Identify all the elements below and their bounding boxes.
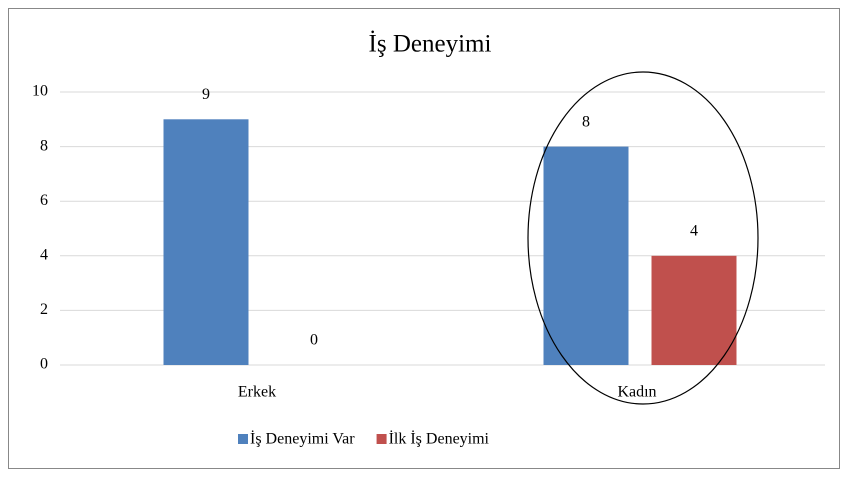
x-tick-label: Kadın [617, 384, 656, 401]
y-tick-label: 4 [40, 246, 48, 263]
highlight-ellipse [527, 71, 759, 405]
x-tick-label: Erkek [238, 384, 276, 401]
legend-swatch [376, 434, 387, 444]
chart-border [8, 8, 840, 469]
data-label: 4 [690, 222, 698, 239]
bar [163, 119, 249, 365]
y-tick-label: 8 [40, 137, 48, 154]
y-tick-label: 0 [40, 356, 48, 373]
legend-label: İş Deneyimi Var [250, 430, 355, 448]
legend-label: İlk İş Deneyimi [389, 430, 490, 448]
legend-swatch [238, 434, 248, 444]
y-tick-label: 2 [40, 301, 48, 318]
y-tick-label: 10 [32, 83, 48, 100]
data-label: 9 [202, 86, 210, 103]
data-label: 8 [582, 113, 590, 130]
y-tick-label: 6 [40, 192, 48, 209]
bar [543, 146, 629, 365]
bar [651, 255, 737, 365]
chart-title: İş Deneyimi [369, 31, 492, 58]
data-label: 0 [310, 332, 318, 349]
